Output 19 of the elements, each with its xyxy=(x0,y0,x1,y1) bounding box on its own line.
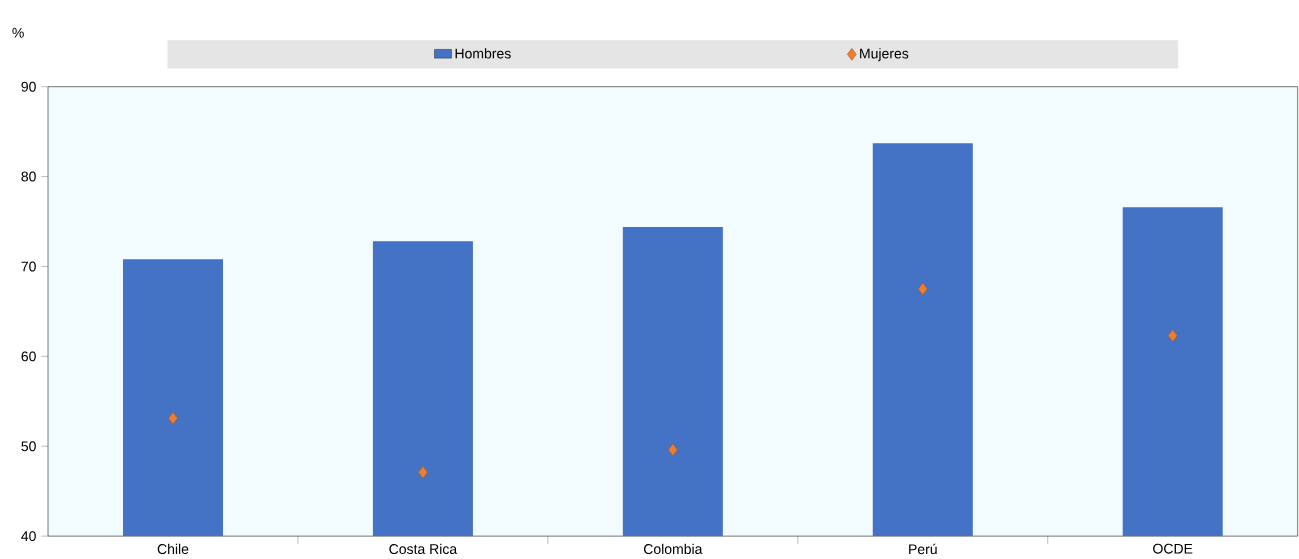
point xyxy=(1167,329,1178,343)
point xyxy=(418,466,428,479)
y-tick-label: 70 xyxy=(21,261,36,272)
x-tick-label: OCDE xyxy=(1153,543,1193,554)
y-tick-label: 90 xyxy=(21,81,36,92)
y-axis-title: % xyxy=(12,27,24,38)
point xyxy=(668,443,678,457)
y-tick-label: 50 xyxy=(21,441,36,452)
x-tick-label: Perú xyxy=(909,543,937,555)
y-tick-label: 80 xyxy=(21,171,36,182)
legend-label: Mujeres xyxy=(860,48,909,62)
x-tick-label: Costa Rica xyxy=(389,543,458,555)
y-tick-label: 60 xyxy=(21,351,36,362)
point xyxy=(918,282,928,296)
legend-label: Hombres xyxy=(455,48,511,59)
x-tick-label: Chile xyxy=(157,543,189,555)
y-tick-label: 40 xyxy=(21,531,36,542)
point xyxy=(168,412,178,425)
x-tick-label: Colombia xyxy=(643,543,703,555)
